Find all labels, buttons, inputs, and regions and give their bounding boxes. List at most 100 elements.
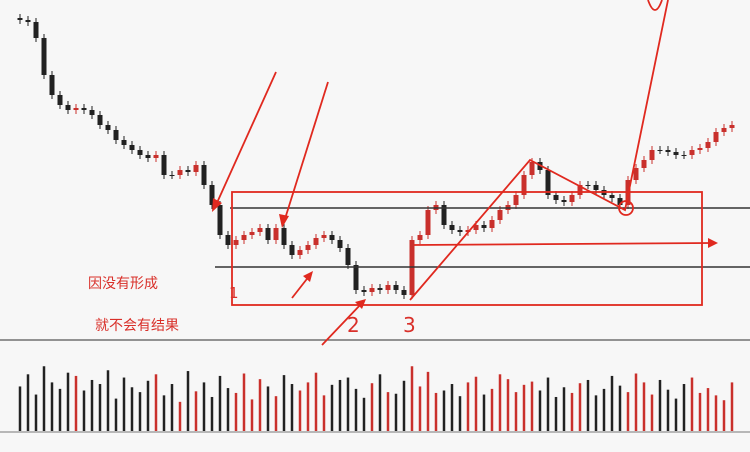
arrow-head bbox=[708, 238, 718, 248]
candle-body bbox=[321, 235, 327, 238]
candle-body bbox=[457, 230, 463, 232]
candle-body bbox=[513, 195, 519, 205]
candle-body bbox=[209, 185, 215, 205]
candle-body bbox=[417, 235, 423, 240]
candle-body bbox=[449, 225, 455, 230]
candle-body bbox=[313, 238, 319, 245]
arrow-head bbox=[647, 0, 663, 11]
candle-body bbox=[113, 130, 119, 140]
arrow bbox=[215, 71, 277, 206]
candle-body bbox=[185, 170, 191, 172]
candle-body bbox=[353, 265, 359, 290]
candle-body bbox=[593, 185, 599, 190]
candle-body bbox=[281, 228, 287, 245]
candle-body bbox=[265, 228, 271, 240]
candle-body bbox=[385, 285, 391, 290]
candle-body bbox=[633, 168, 639, 180]
candle-body bbox=[649, 150, 655, 160]
candle-body bbox=[689, 150, 695, 155]
candle-body bbox=[345, 248, 351, 265]
candle-body bbox=[161, 155, 167, 175]
annotation-shapes bbox=[215, 0, 713, 346]
candle-body bbox=[289, 245, 295, 255]
candle-body bbox=[145, 155, 151, 158]
candle-body bbox=[577, 185, 583, 195]
trend-line bbox=[409, 0, 669, 301]
arrow bbox=[283, 81, 329, 223]
candle-body bbox=[121, 140, 127, 145]
arrow-head bbox=[212, 198, 222, 212]
arrow-head bbox=[355, 299, 366, 309]
candle-body bbox=[521, 175, 527, 195]
candle-body bbox=[89, 110, 95, 115]
candle-body bbox=[673, 152, 679, 155]
candle-body bbox=[25, 20, 31, 22]
point-label: 1 bbox=[229, 284, 239, 302]
candle-body bbox=[393, 285, 399, 290]
candle-body bbox=[441, 205, 447, 225]
candle-body bbox=[329, 235, 335, 240]
candle-body bbox=[33, 22, 39, 38]
candle-body bbox=[377, 288, 383, 290]
arrow-head bbox=[303, 271, 313, 282]
candle-body bbox=[129, 145, 135, 150]
candle-body bbox=[153, 155, 159, 158]
candle-body bbox=[705, 142, 711, 148]
candle-body bbox=[713, 132, 719, 142]
candle-body bbox=[657, 150, 663, 151]
candle-body bbox=[297, 250, 303, 255]
arrow-heads bbox=[212, 198, 718, 309]
candle-body bbox=[193, 165, 199, 172]
candle-body bbox=[177, 170, 183, 175]
candle-body bbox=[17, 18, 23, 20]
candle-body bbox=[305, 245, 311, 250]
candle-body bbox=[641, 160, 647, 168]
annotation-text: 因没有形成 bbox=[88, 276, 158, 292]
candle-body bbox=[721, 128, 727, 132]
candle-body bbox=[681, 155, 687, 156]
candle-body bbox=[481, 225, 487, 228]
highlight-circle bbox=[618, 200, 634, 216]
candle-body bbox=[233, 240, 239, 245]
candle-body bbox=[337, 240, 343, 248]
candle-body bbox=[41, 38, 47, 75]
candle-body bbox=[201, 165, 207, 185]
candle-body bbox=[217, 205, 223, 235]
candle-body bbox=[425, 210, 431, 235]
candle-body bbox=[529, 162, 535, 175]
candle-body bbox=[617, 198, 623, 205]
arrow bbox=[413, 242, 713, 246]
point-label: 3 bbox=[403, 313, 416, 337]
candle-body bbox=[665, 150, 671, 152]
candle-body bbox=[169, 175, 175, 176]
candle-body bbox=[105, 125, 111, 130]
candle-body bbox=[65, 105, 71, 110]
candle-body bbox=[73, 108, 79, 110]
candle-body bbox=[137, 150, 143, 155]
candle-body bbox=[561, 200, 567, 202]
candle-body bbox=[369, 288, 375, 292]
candle-body bbox=[49, 75, 55, 95]
candle-body bbox=[81, 108, 87, 110]
candle-body bbox=[97, 115, 103, 125]
candle-body bbox=[729, 125, 735, 128]
point-label: 2 bbox=[347, 313, 360, 337]
candle-body bbox=[545, 170, 551, 195]
arrow-head bbox=[279, 214, 289, 228]
candle-body bbox=[553, 195, 559, 200]
candle-body bbox=[489, 220, 495, 228]
candle-body bbox=[609, 195, 615, 198]
arrow bbox=[321, 302, 363, 346]
range-box bbox=[231, 191, 703, 306]
candle-body bbox=[241, 235, 247, 240]
candle-body bbox=[401, 290, 407, 295]
candle-body bbox=[361, 290, 367, 292]
candle-body bbox=[697, 148, 703, 150]
candle-body bbox=[497, 210, 503, 220]
candle-body bbox=[473, 225, 479, 230]
candle-body bbox=[273, 228, 279, 240]
candle-body bbox=[569, 195, 575, 202]
candle-body bbox=[585, 185, 591, 186]
